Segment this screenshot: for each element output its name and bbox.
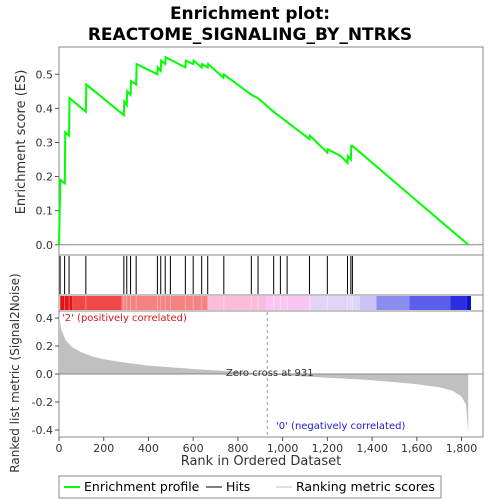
rank-color-segment bbox=[376, 296, 410, 310]
rank-color-segment bbox=[265, 296, 311, 310]
es-y-tick-label: 0.2 bbox=[36, 171, 54, 184]
es-layer: 0.0 0.1 0.2 0.3 0.4 0.5 bbox=[36, 55, 483, 252]
legend-metric-label: Ranking metric scores bbox=[296, 479, 435, 494]
x-tick-label: 400 bbox=[138, 442, 159, 455]
es-y-tick-label: 0.3 bbox=[36, 136, 54, 149]
negative-correlation-label: '0' (negatively correlated) bbox=[276, 421, 405, 432]
rank-color-segment bbox=[466, 296, 471, 310]
enrichment-profile-line bbox=[58, 55, 469, 246]
colorbar-layer bbox=[59, 296, 471, 310]
x-tick-label: 200 bbox=[93, 442, 114, 455]
hits-layer bbox=[59, 256, 353, 294]
metric-y-tick-label: 0.4 bbox=[36, 312, 54, 325]
rank-color-segment bbox=[72, 296, 122, 310]
rank-color-segment bbox=[360, 296, 377, 310]
x-tick-label: 1,600 bbox=[401, 442, 433, 455]
es-y-tick-label: 0.0 bbox=[36, 239, 54, 252]
metric-y-tick-label: 0.0 bbox=[36, 368, 54, 381]
es-y-tick-label: 0.5 bbox=[36, 68, 54, 81]
zero-cross-label: Zero cross at 931 bbox=[226, 368, 314, 379]
es-y-tick-label: 0.1 bbox=[36, 205, 54, 218]
x-tick-label: 1,200 bbox=[312, 442, 344, 455]
rank-color-segment bbox=[409, 296, 451, 310]
x-tick-label: 1,400 bbox=[356, 442, 388, 455]
x-tick-label: 1,000 bbox=[267, 442, 299, 455]
legend-hits-label: Hits bbox=[226, 479, 250, 494]
x-tick-label: 600 bbox=[183, 442, 204, 455]
rank-color-segment bbox=[207, 296, 266, 310]
rank-color-segment bbox=[450, 296, 467, 310]
es-y-axis-label: Enrichment score (ES) bbox=[14, 70, 29, 215]
positive-correlation-label: '2' (positively correlated) bbox=[62, 313, 187, 324]
x-tick-label: 800 bbox=[227, 442, 248, 455]
es-panel-frame bbox=[58, 46, 484, 256]
metric-y-tick-label: -0.2 bbox=[32, 396, 53, 409]
x-axis-label: Rank in Ordered Dataset bbox=[181, 454, 342, 469]
legend-enrichment-label: Enrichment profile bbox=[84, 479, 200, 494]
x-tick-label: 0 bbox=[56, 442, 63, 455]
rank-color-segment bbox=[310, 296, 361, 310]
es-y-tick-label: 0.4 bbox=[36, 102, 54, 115]
hits-panel-frame bbox=[58, 254, 484, 296]
metric-layer: -0.4 -0.2 0.0 0.2 0.4 0 200 400 600 800 1,000 1,200… bbox=[32, 312, 483, 455]
chart-title-line-2: REACTOME_SIGNALING_BY_NTRKS bbox=[88, 25, 412, 45]
rank-color-segment bbox=[121, 296, 208, 310]
x-tick-label: 1,800 bbox=[446, 442, 478, 455]
legend-box bbox=[58, 475, 442, 499]
rank-color-segment bbox=[60, 296, 73, 310]
metric-y-tick-label: -0.4 bbox=[32, 424, 53, 437]
metric-y-tick-label: 0.2 bbox=[36, 340, 54, 353]
metric-y-axis-label: Ranked list metric (Signal2Noise) bbox=[8, 273, 22, 472]
chart-title-line-1: Enrichment plot: bbox=[170, 4, 330, 24]
